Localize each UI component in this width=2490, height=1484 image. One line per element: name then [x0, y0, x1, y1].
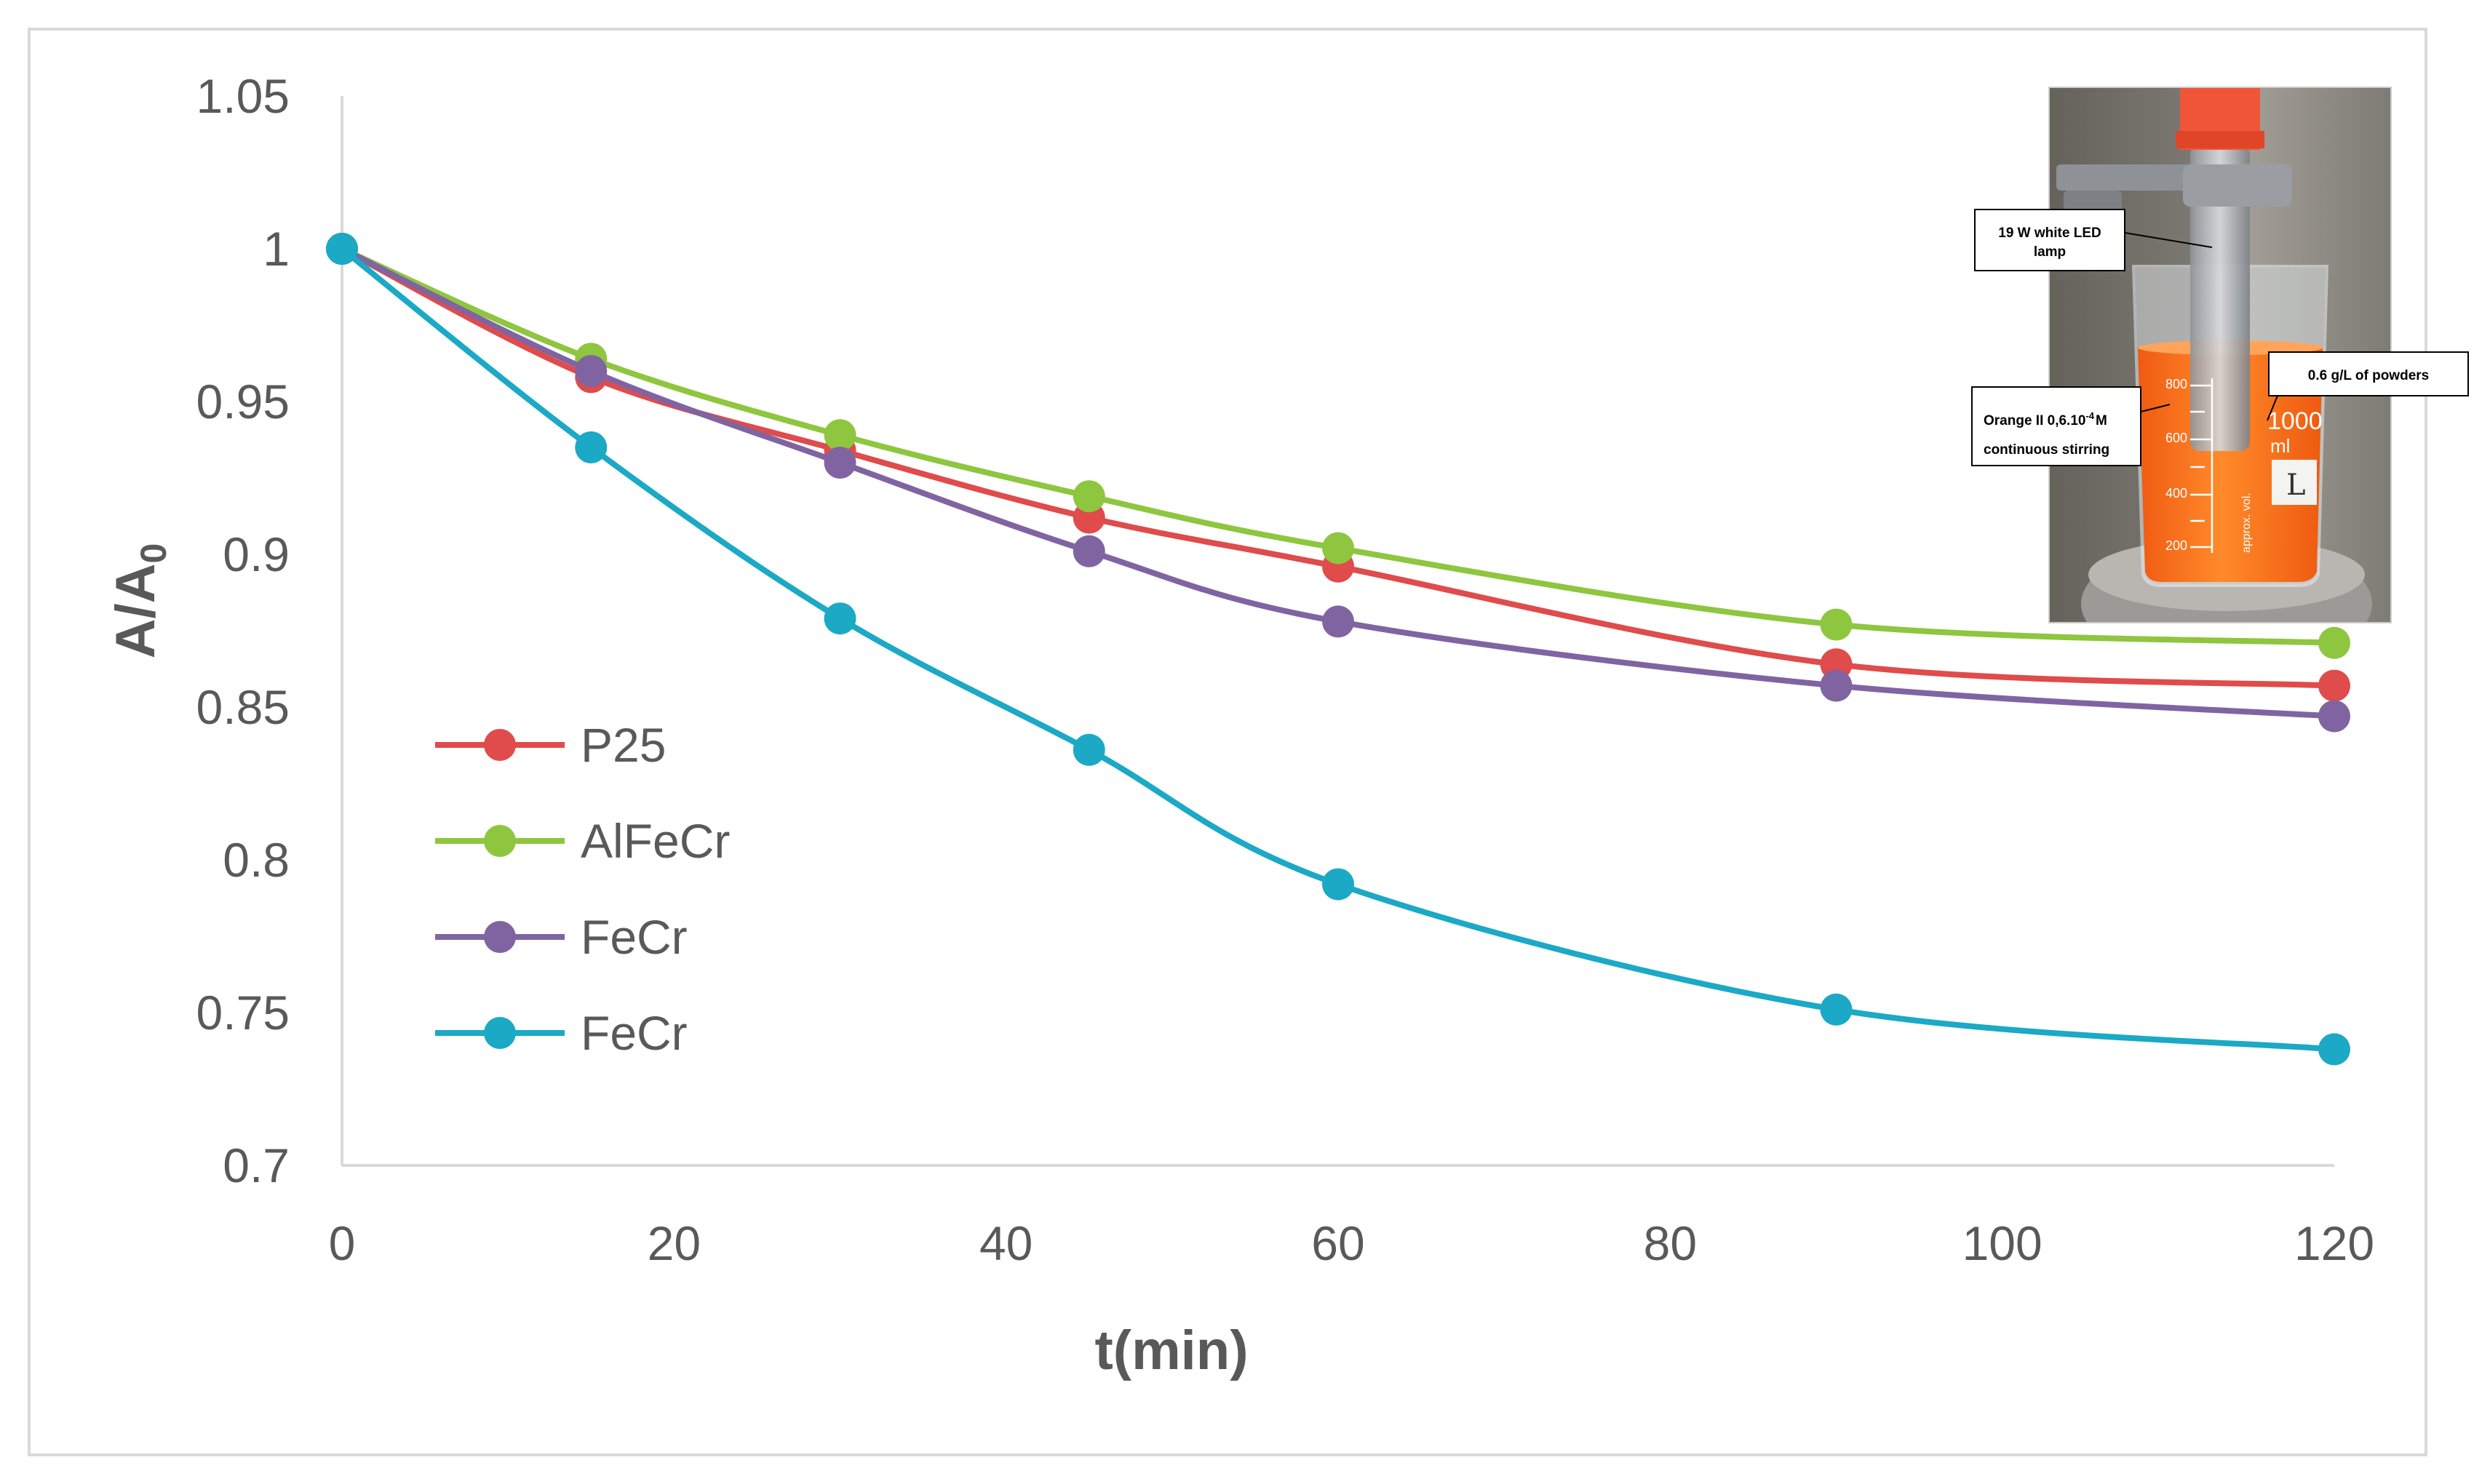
mark-800: 800: [2165, 377, 2187, 391]
annotation-orange: Orange II 0,6.10-4 M continuous stirring: [1971, 386, 2171, 466]
legend: P25 AlFeCr FeCr FeCr: [435, 718, 730, 1060]
beaker-white-label: [2272, 460, 2317, 505]
data-point: [1322, 868, 1354, 901]
orange-label-main: Orange II 0,6.10: [1984, 413, 2085, 428]
lamp-tube: [2190, 145, 2250, 451]
powders-label: 0.6 g/L of powders: [2308, 368, 2429, 383]
legend-item: FeCr: [435, 910, 688, 964]
x-tick-label: 0: [329, 1216, 356, 1270]
x-tick-label: 100: [1962, 1216, 2042, 1270]
y-axis-title: A/A0: [105, 543, 174, 659]
legend-item: AlFeCr: [435, 814, 730, 868]
beaker-graduations: [2190, 378, 2213, 553]
axes: [341, 96, 2334, 1167]
lamp-label-line2: lamp: [2034, 244, 2066, 260]
legend-label: AlFeCr: [581, 814, 730, 868]
legend-marker: [484, 921, 516, 953]
data-point: [2318, 1033, 2350, 1066]
data-point: [1073, 480, 1105, 513]
beaker-unit: ml: [2270, 435, 2290, 457]
data-point: [2318, 626, 2350, 659]
legend-marker: [484, 729, 516, 761]
data-point: [1820, 608, 1853, 641]
series-4: [326, 233, 2350, 1066]
y-axis-title-main: A/A: [105, 563, 167, 658]
x-tick-label: 80: [1644, 1216, 1697, 1270]
x-tick-label: 20: [648, 1216, 701, 1270]
x-tick-labels: 0 20 40 60 80 100 120: [329, 1216, 2374, 1270]
annotation-lamp: 19 W white LED lamp: [1974, 209, 2213, 271]
data-point: [326, 233, 358, 265]
legend-marker: [484, 825, 516, 857]
y-tick-label: 0.8: [223, 833, 290, 887]
data-point: [575, 355, 608, 387]
data-point: [1073, 535, 1105, 567]
y-tick-label: 0.95: [196, 375, 290, 428]
y-tick-label: 1.05: [196, 69, 290, 123]
beaker-approx-vol: approx. vol.: [2240, 492, 2253, 553]
series-3: [326, 233, 2350, 733]
orange-label-exp: -4: [2085, 410, 2094, 421]
data-point: [1322, 605, 1354, 638]
data-point: [1820, 669, 1853, 702]
legend-marker: [484, 1017, 516, 1049]
y-tick-label: 0.7: [223, 1138, 290, 1192]
x-tick-label: 60: [1311, 1216, 1364, 1270]
clamp-ring: [2183, 164, 2292, 207]
data-point: [824, 419, 856, 452]
y-tick-label: 0.9: [223, 527, 290, 581]
x-tick-label: 40: [979, 1216, 1033, 1270]
orange-liquid: [2138, 348, 2323, 582]
beaker-volume: 1000: [2267, 407, 2323, 435]
data-point: [1322, 532, 1354, 565]
mark-400: 400: [2165, 486, 2187, 500]
data-point: [1820, 993, 1853, 1026]
legend-label: FeCr: [581, 1006, 688, 1060]
handwritten-label: L: [2286, 468, 2306, 502]
lamp-label-line1: 19 W white LED: [1998, 226, 2101, 241]
data-point: [575, 431, 608, 463]
legend-item: FeCr: [435, 1006, 688, 1060]
y-axis-title-subscript: 0: [133, 543, 174, 564]
x-axis-title: t(min): [1094, 1320, 1248, 1381]
y-tick-labels: 0.7 0.75 0.8 0.85 0.9 0.95 1 1.05: [196, 69, 290, 1192]
photo-content: 800 600 400 200 1000 ml approx. vol. L: [2049, 87, 2391, 623]
data-point: [1073, 733, 1105, 766]
mark-200: 200: [2165, 538, 2187, 553]
data-point: [824, 602, 856, 635]
orange-label-line1: Orange II 0,6.10-4 M: [1984, 410, 2107, 428]
legend-item: P25: [435, 718, 666, 772]
data-point: [2318, 669, 2350, 702]
lamp-cap-band: [2176, 131, 2264, 148]
y-tick-label: 0.85: [196, 680, 290, 734]
legend-label: P25: [581, 718, 666, 772]
y-tick-label: 1: [263, 222, 290, 276]
data-point: [824, 447, 856, 479]
series-group: [326, 233, 2350, 1066]
x-tick-label: 120: [2294, 1216, 2374, 1270]
orange-label-line2: continuous stirring: [1984, 442, 2109, 458]
data-point: [2318, 700, 2350, 733]
orange-label-unit: M: [2096, 413, 2107, 428]
setup-photo: 800 600 400 200 1000 ml approx. vol. L 1…: [1971, 87, 2469, 623]
annotation-powders: 0.6 g/L of powders: [2267, 351, 2469, 421]
legend-label: FeCr: [581, 910, 688, 964]
y-tick-label: 0.75: [196, 986, 290, 1040]
mark-600: 600: [2165, 431, 2187, 445]
